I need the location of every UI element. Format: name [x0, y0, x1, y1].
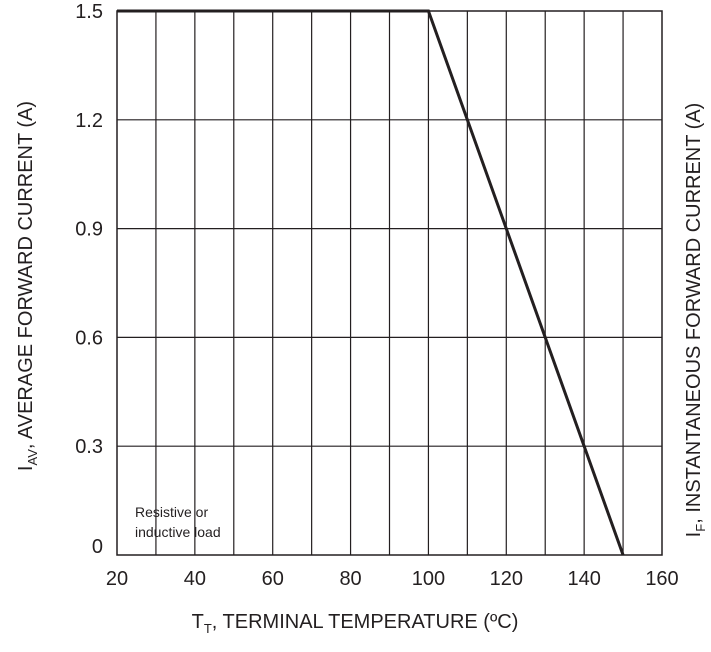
y-axis-title-symbol: I	[15, 466, 37, 472]
y-axis-title-text: , AVERAGE FORWARD CURRENT (A)	[15, 101, 37, 449]
series-line	[117, 9, 625, 556]
x-axis-title-subscript: T	[204, 621, 212, 636]
x-tick-label: 80	[339, 568, 361, 590]
y-tick-label: 0.9	[75, 219, 103, 241]
x-tick-label: 120	[490, 568, 523, 590]
x-axis-title-symbol: T	[192, 611, 204, 633]
x-tick-label: 100	[412, 568, 445, 590]
annotation-line-2: inductive load	[135, 524, 221, 540]
y-axis-right-title-symbol: I	[683, 532, 705, 538]
x-tick-label: 160	[645, 568, 678, 590]
y-axis-title: IAV, AVERAGE FORWARD CURRENT (A)	[15, 101, 40, 471]
y-axis-title-subscript: AV	[25, 449, 40, 466]
y-axis-right-title-text: , INSTANTANEOUS FORWARD CURRENT (A)	[683, 103, 705, 524]
x-axis-title-text: , TERMINAL TEMPERATURE (ºC)	[212, 611, 519, 633]
x-axis-title: TT, TERMINAL TEMPERATURE (ºC)	[192, 611, 519, 636]
x-tick-label: 40	[184, 568, 206, 590]
x-tick-label: 20	[106, 568, 128, 590]
y-axis-right-title-subscript: F	[693, 524, 708, 532]
x-tick-label: 60	[262, 568, 284, 590]
y-tick-label: 1.2	[75, 110, 103, 132]
annotation-line-1: Resistive or	[135, 504, 208, 520]
y-tick-label: 0.3	[75, 436, 103, 458]
grid-lines	[117, 11, 662, 555]
y-axis-right-title: IF, INSTANTANEOUS FORWARD CURRENT (A)	[683, 103, 708, 538]
x-tick-label: 140	[567, 568, 600, 590]
y-tick-label: 0	[92, 536, 103, 558]
y-tick-label: 0.6	[75, 327, 103, 349]
tick-labels: 20 40 60 80 100 120 140 160 0 0.3 0.6 0.9 1.2 1.5	[75, 1, 679, 590]
y-tick-label: 1.5	[75, 1, 103, 23]
